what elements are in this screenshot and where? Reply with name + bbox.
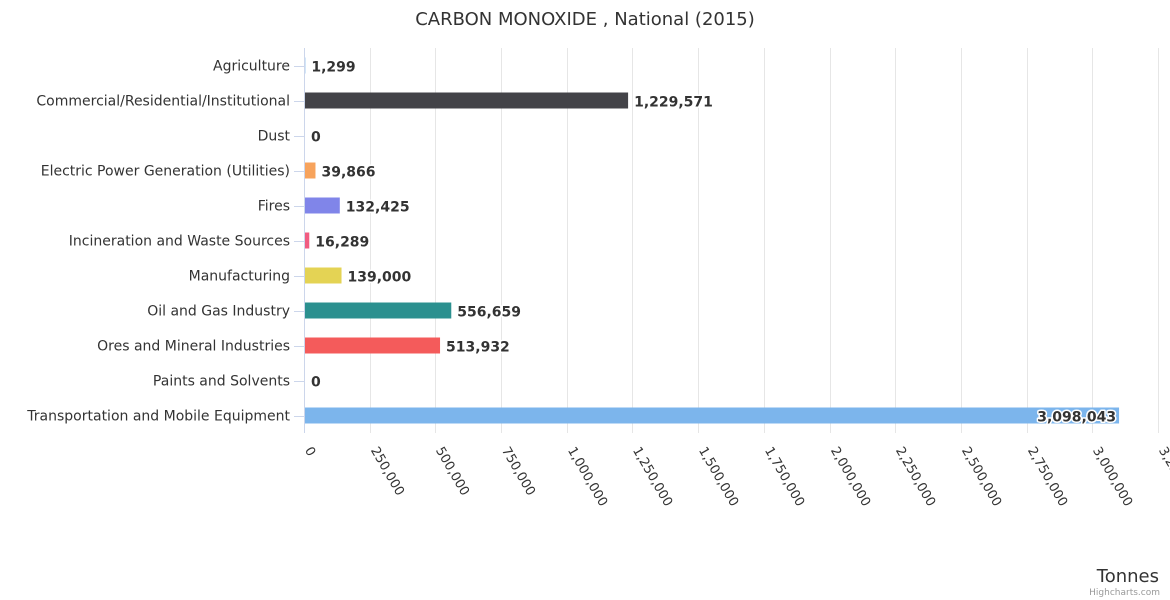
- x-tick-label: 750,000: [498, 445, 538, 499]
- category-label: Agriculture: [213, 59, 290, 75]
- category-label: Commercial/Residential/Institutional: [36, 94, 290, 110]
- gridlines: [294, 48, 1159, 433]
- x-tick-label: 1,750,000: [761, 445, 807, 510]
- category-label: Incineration and Waste Sources: [69, 234, 290, 250]
- data-label: 39,866: [321, 165, 375, 181]
- x-tick-label: 1,000,000: [564, 445, 610, 510]
- value-axis-title: Tonnes: [1096, 566, 1159, 587]
- data-label: 1,229,571: [634, 95, 713, 111]
- category-label: Fires: [258, 199, 290, 215]
- data-label: 0: [311, 375, 321, 391]
- bar[interactable]: [305, 267, 342, 284]
- chart-title: CARBON MONOXIDE , National (2015): [415, 9, 755, 30]
- bar[interactable]: [305, 407, 1120, 424]
- data-label: 3,098,043: [1037, 410, 1116, 426]
- data-label: 139,000: [348, 270, 412, 286]
- bar[interactable]: [305, 302, 452, 319]
- bar[interactable]: [305, 92, 629, 109]
- data-label: 0: [311, 130, 321, 146]
- data-label: 513,932: [446, 340, 510, 356]
- data-labels: 1,299 1,229,571 0 39,866 132,425 16,289 139,00…: [310, 58, 1118, 427]
- x-tick-label: 500,000: [432, 445, 472, 499]
- category-labels: Agriculture Commercial/Residential/Instit…: [26, 59, 290, 425]
- category-label: Oil and Gas Industry: [147, 304, 290, 320]
- x-tick-label: 2,750,000: [1024, 445, 1070, 510]
- category-label: Manufacturing: [189, 269, 290, 285]
- data-label: 1,299: [311, 60, 355, 76]
- bar[interactable]: [305, 162, 316, 179]
- x-tick-label: 3,000,000: [1089, 445, 1135, 510]
- x-tick-label: 0: [301, 445, 318, 460]
- category-label: Electric Power Generation (Utilities): [41, 164, 290, 180]
- x-tick-label: 2,500,000: [958, 445, 1004, 510]
- x-tick-label: 2,000,000: [827, 445, 873, 510]
- x-tick-label: 1,250,000: [629, 445, 675, 510]
- bars: [305, 57, 1120, 424]
- bar[interactable]: [305, 337, 441, 354]
- data-label: 16,289: [315, 235, 369, 251]
- x-tick-label: 1,500,000: [695, 445, 741, 510]
- category-label: Paints and Solvents: [153, 374, 290, 390]
- credits-link[interactable]: Highcharts.com: [1089, 588, 1160, 598]
- category-label: Transportation and Mobile Equipment: [26, 409, 290, 425]
- x-tick-label: 2,250,000: [892, 445, 938, 510]
- data-label: 556,659: [457, 305, 521, 321]
- data-label: 132,425: [346, 200, 410, 216]
- x-tick-label: 250,000: [367, 445, 407, 499]
- bar[interactable]: [305, 197, 340, 214]
- x-tick-label: 3,250,000: [1155, 445, 1170, 510]
- category-label: Ores and Mineral Industries: [97, 339, 290, 355]
- value-axis-ticks: 0 250,000 500,000 750,000 1,000,000 1,250,000…: [301, 445, 1170, 510]
- category-label: Dust: [258, 129, 291, 145]
- bar[interactable]: [305, 232, 310, 249]
